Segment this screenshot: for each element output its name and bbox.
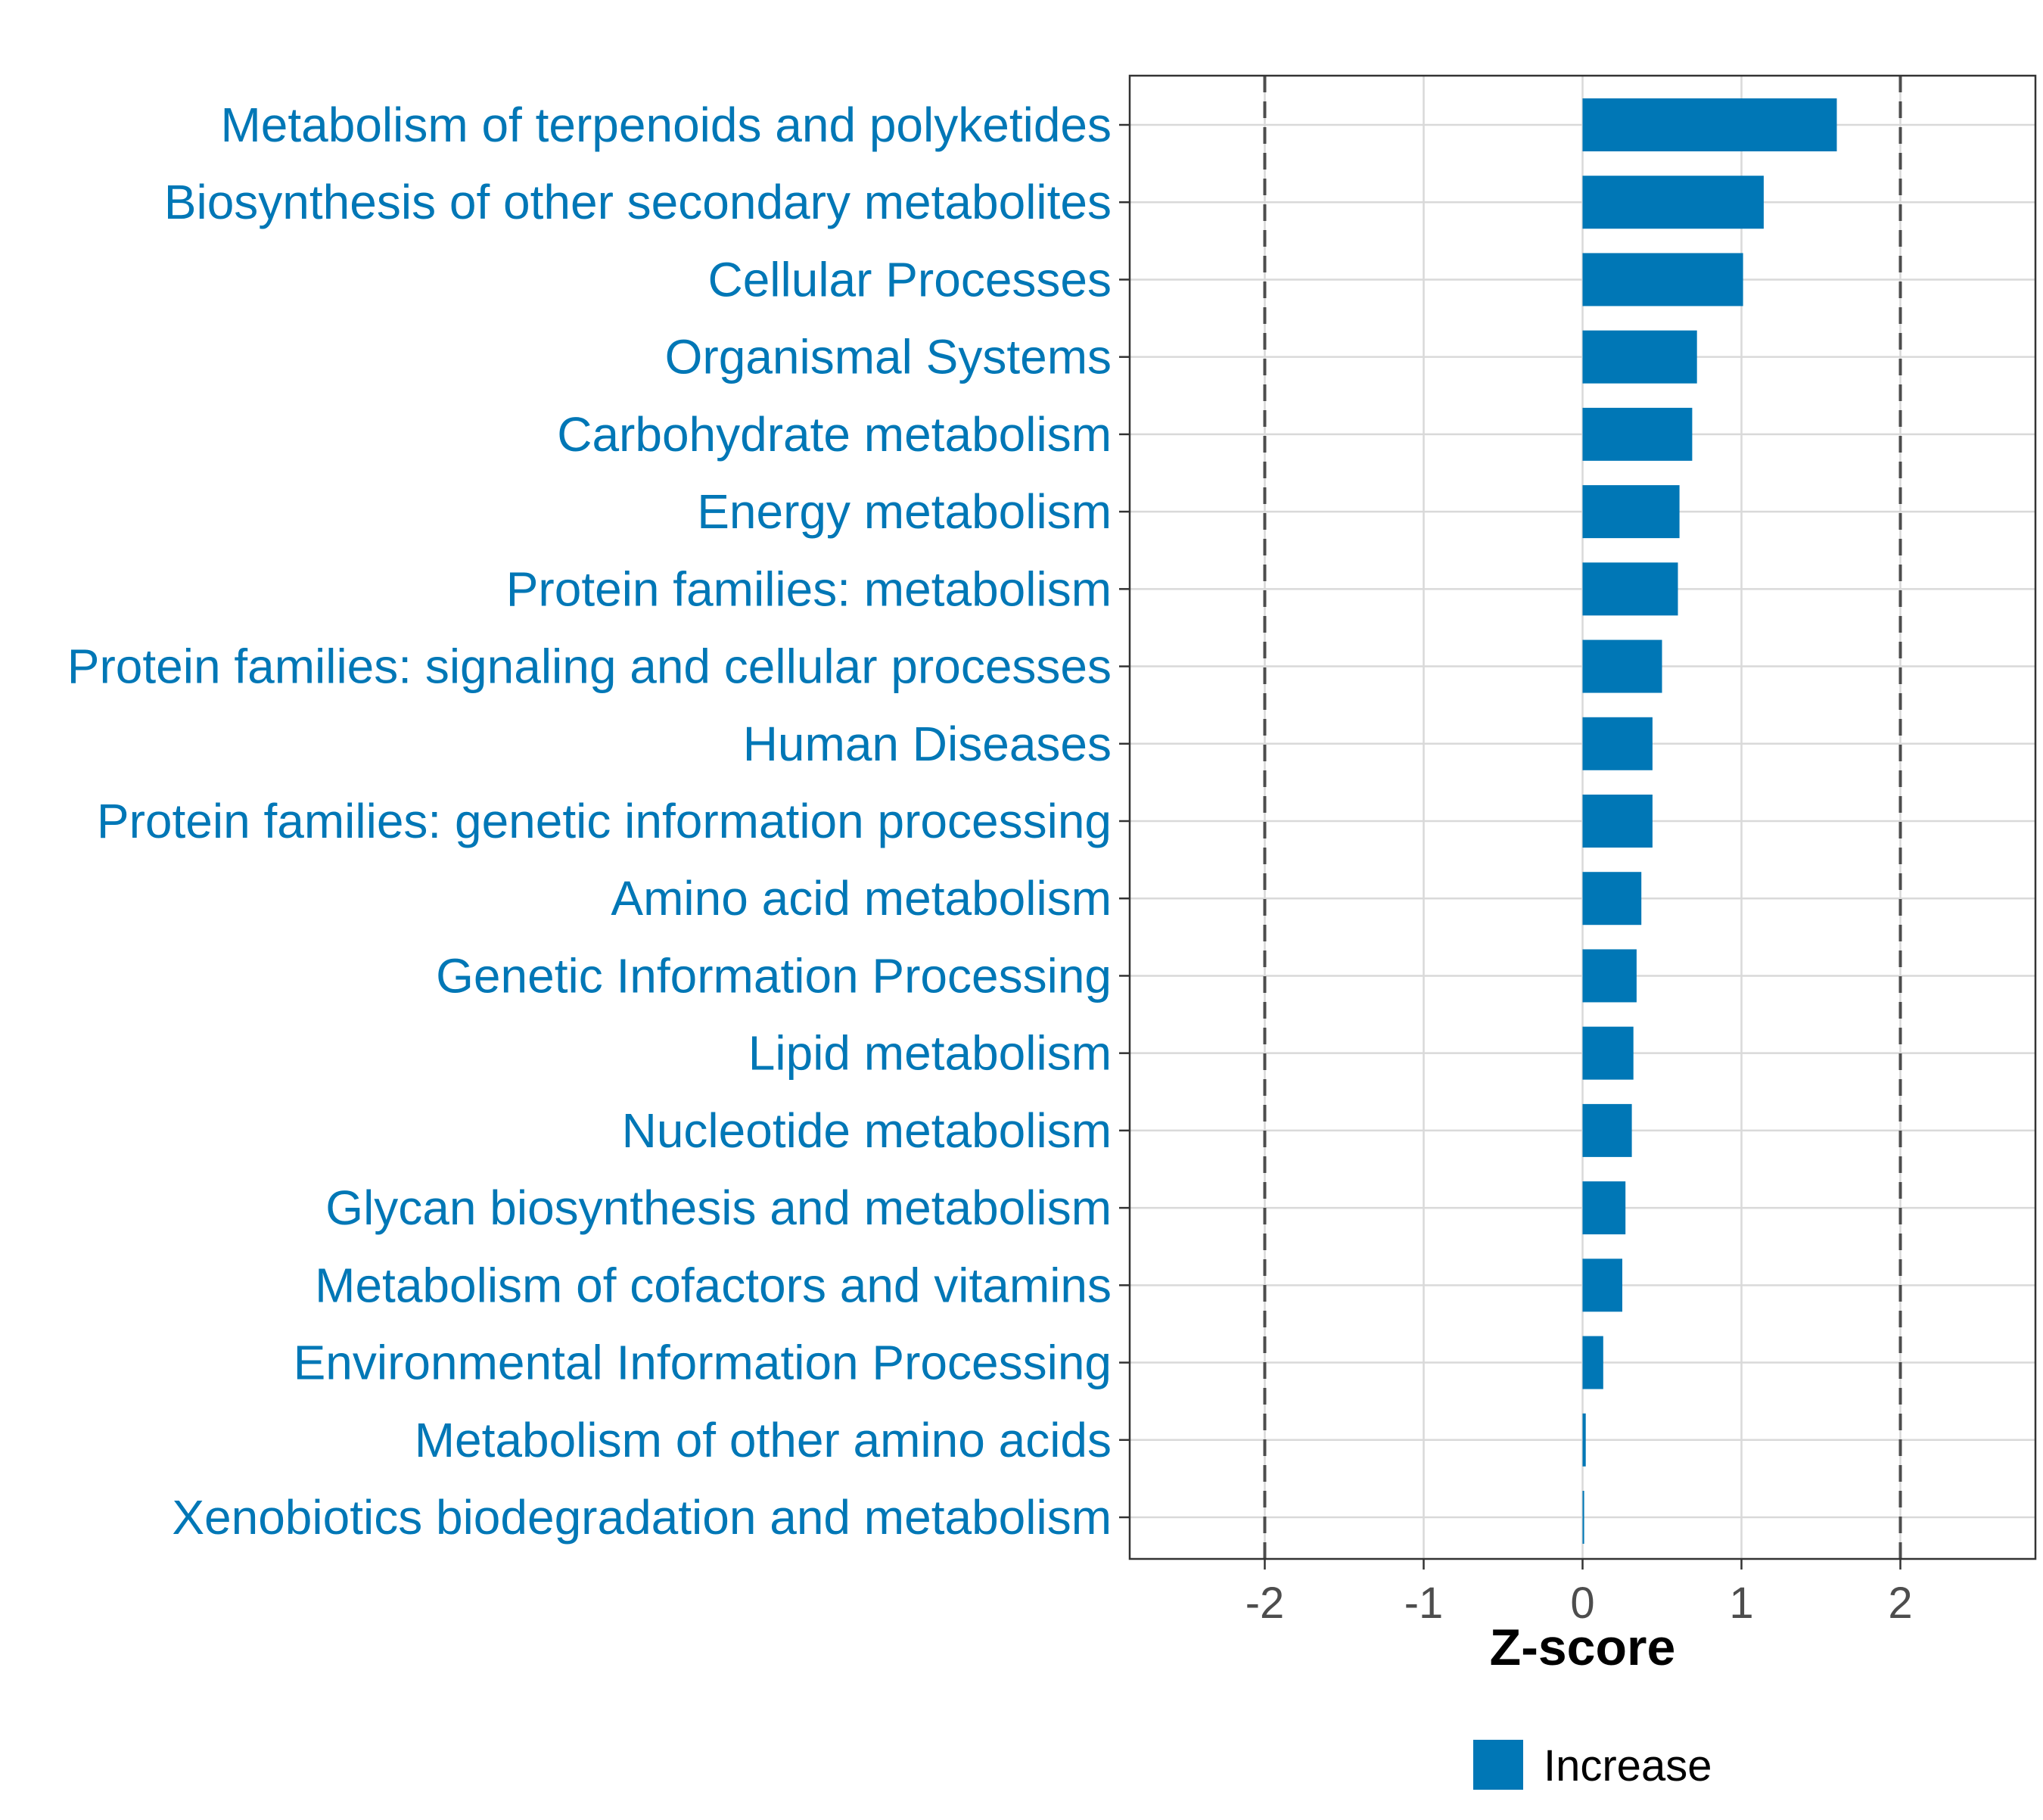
- category-label-14: Nucleotide metabolism: [622, 1103, 1112, 1158]
- bar-8: [1582, 639, 1662, 693]
- category-label-6: Energy metabolism: [697, 484, 1112, 539]
- category-label-18: Metabolism of other amino acids: [415, 1413, 1112, 1467]
- category-label-3: Cellular Processes: [707, 252, 1112, 306]
- category-label-15: Glycan biosynthesis and metabolism: [325, 1181, 1112, 1235]
- category-label-11: Amino acid metabolism: [611, 871, 1112, 926]
- category-label-4: Organismal Systems: [665, 330, 1112, 384]
- category-label-8: Protein families: signaling and cellular…: [67, 639, 1112, 694]
- bars: [1582, 98, 1837, 1544]
- bar-17: [1582, 1336, 1603, 1389]
- category-label-5: Carbohydrate metabolism: [557, 407, 1112, 462]
- bar-7: [1582, 562, 1678, 616]
- x-tick-label-3: 1: [1729, 1579, 1753, 1628]
- bar-4: [1582, 330, 1697, 384]
- bar-13: [1582, 1026, 1634, 1080]
- bar-11: [1582, 872, 1642, 926]
- bar-16: [1582, 1258, 1622, 1312]
- category-label-17: Environmental Information Processing: [294, 1336, 1112, 1390]
- y-axis: Metabolism of terpenoids and polyketides…: [67, 98, 1130, 1545]
- bar-10: [1582, 795, 1653, 848]
- reference-lines: [1263, 76, 1902, 1559]
- x-axis: -2 -1 0 1 2: [1245, 1559, 1913, 1628]
- legend-label-increase: Increase: [1544, 1741, 1712, 1790]
- bar-18: [1582, 1413, 1586, 1467]
- legend-key-increase: [1473, 1740, 1523, 1790]
- x-axis-title: Z-score: [1490, 1619, 1676, 1676]
- bar-1: [1582, 98, 1837, 151]
- bar-6: [1582, 485, 1680, 539]
- x-tick-label-0: -2: [1245, 1579, 1285, 1628]
- bar-9: [1582, 717, 1653, 770]
- category-label-19: Xenobiotics biodegradation and metabolis…: [172, 1490, 1112, 1545]
- bar-3: [1582, 253, 1743, 306]
- category-label-12: Genetic Information Processing: [436, 948, 1112, 1003]
- bar-5: [1582, 407, 1693, 461]
- bar-2: [1582, 176, 1764, 229]
- category-label-10: Protein families: genetic information pr…: [97, 794, 1112, 848]
- x-tick-label-4: 2: [1888, 1579, 1912, 1628]
- category-label-7: Protein families: metabolism: [506, 562, 1112, 616]
- x-tick-label-1: -1: [1404, 1579, 1444, 1628]
- bar-19: [1582, 1491, 1584, 1544]
- bar-15: [1582, 1181, 1626, 1235]
- legend: Increase: [1473, 1740, 1712, 1790]
- x-tick-label-2: 0: [1570, 1579, 1594, 1628]
- bar-12: [1582, 949, 1637, 1003]
- category-label-1: Metabolism of terpenoids and polyketides: [220, 98, 1112, 152]
- category-label-13: Lipid metabolism: [748, 1026, 1112, 1081]
- category-label-2: Biosynthesis of other secondary metaboli…: [164, 175, 1112, 229]
- bar-14: [1582, 1103, 1632, 1157]
- category-label-16: Metabolism of cofactors and vitamins: [315, 1258, 1112, 1312]
- category-label-9: Human Diseases: [743, 717, 1112, 771]
